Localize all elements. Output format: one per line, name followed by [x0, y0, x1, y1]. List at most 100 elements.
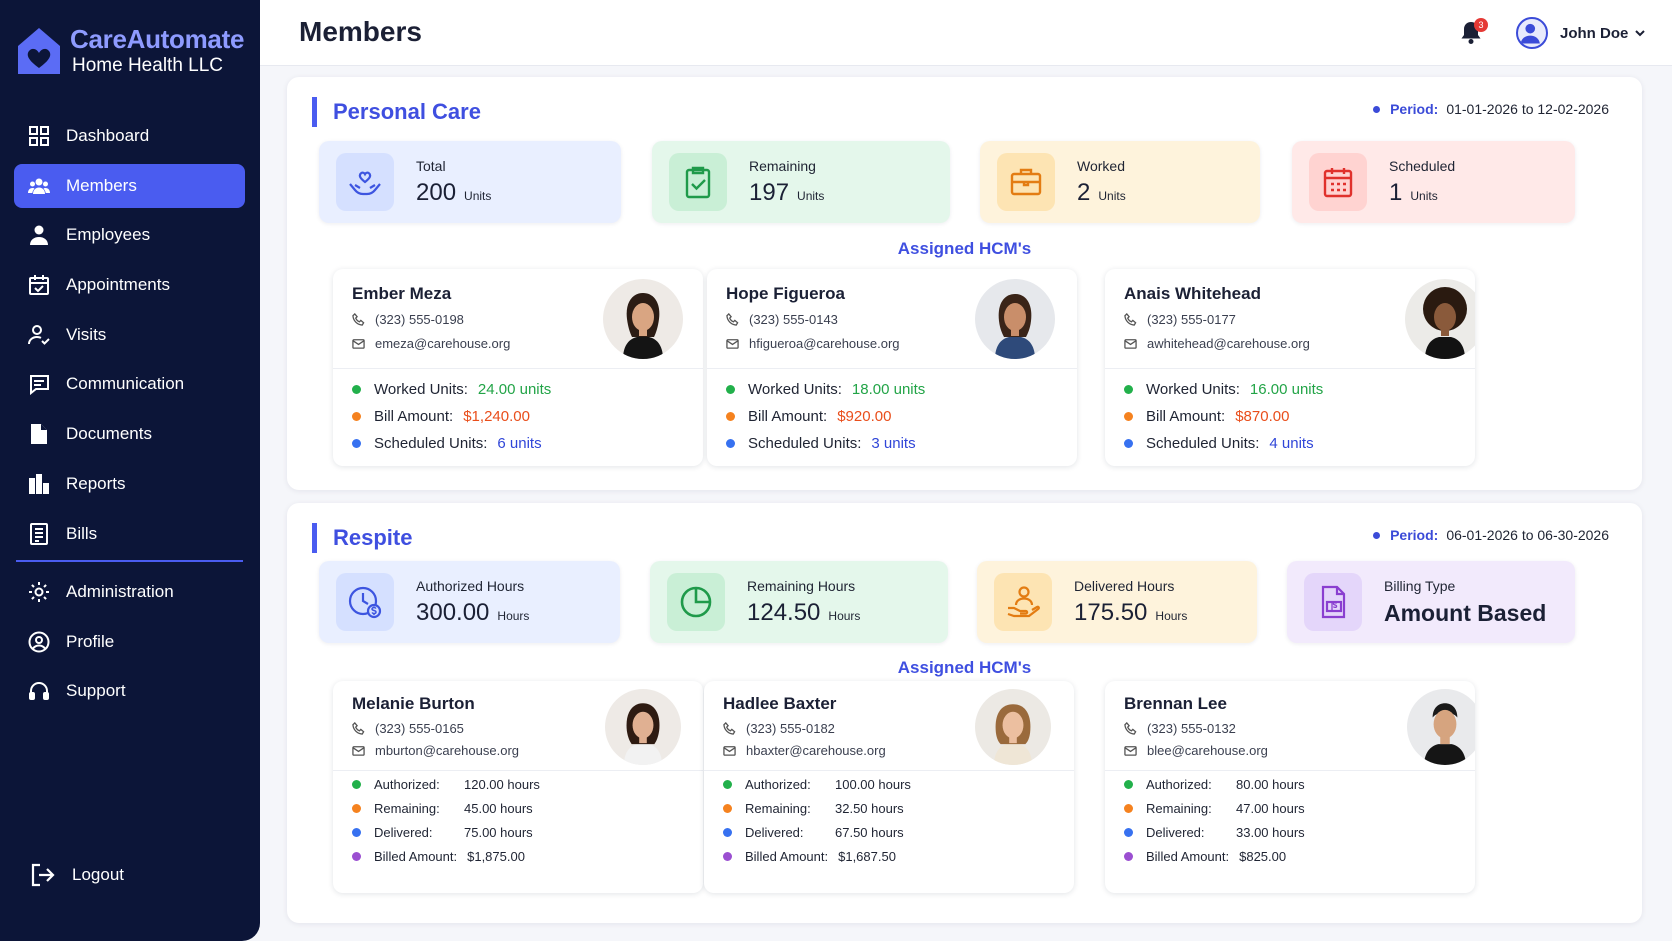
secondary-nav: Administration Profile Support [14, 570, 245, 719]
person-photo-icon [605, 689, 681, 765]
stat-label: Total [416, 158, 446, 174]
brand[interactable]: CareAutomate Home Health LLC [14, 24, 244, 78]
status-dot [1124, 804, 1133, 813]
assigned-hcm-heading: Assigned HCM's [897, 239, 1032, 258]
calendar-icon [1323, 168, 1353, 198]
brand-subtitle: Home Health LLC [72, 55, 224, 76]
worked-units: 18.00 units [851, 381, 926, 398]
hcm-card[interactable]: Hadlee Baxter (323) 555-0182 hbaxter@car… [704, 681, 1074, 893]
nav-support[interactable]: Support [14, 669, 245, 713]
status-dot [726, 439, 735, 448]
status-dot [723, 828, 732, 837]
stat-unit: Units [1410, 189, 1438, 203]
stat-label: Authorized Hours [416, 578, 525, 594]
document-icon [31, 424, 47, 445]
invoice-icon [1321, 585, 1346, 619]
hcm-card[interactable]: Anais Whitehead (323) 555-0177 awhitehea… [1105, 269, 1475, 466]
hcm-phone: (323) 555-0132 [1124, 721, 1236, 736]
hcm-photo [1405, 279, 1475, 359]
hcm-photo [1407, 689, 1475, 765]
logout-button[interactable]: Logout [30, 862, 124, 888]
heart-hands-icon [349, 171, 381, 196]
nav-bills[interactable]: Bills [14, 512, 245, 556]
mail-icon [1124, 746, 1137, 756]
nav-dashboard[interactable]: Dashboard [14, 114, 245, 158]
stat-icon [336, 153, 394, 211]
hcm-email: mburton@carehouse.org [352, 743, 519, 758]
nav-appointments[interactable]: Appointments [14, 263, 245, 307]
delivered-hours: 67.50 hours [835, 825, 904, 840]
phone-icon [1124, 722, 1137, 735]
hcm-email: blee@carehouse.org [1124, 743, 1268, 758]
grid-icon [29, 126, 49, 146]
hcm-card[interactable]: Melanie Burton (323) 555-0165 mburton@ca… [333, 681, 703, 893]
assigned-hcm-heading: Assigned HCM's [897, 658, 1032, 677]
nav-documents[interactable]: Documents [14, 412, 245, 456]
nav-label: Support [66, 681, 126, 701]
nav-profile[interactable]: Profile [14, 620, 245, 664]
status-dot [723, 852, 732, 861]
nav-reports[interactable]: Reports [14, 462, 245, 506]
nav-administration[interactable]: Administration [14, 570, 245, 614]
users-icon [28, 178, 50, 194]
mail-icon [352, 339, 365, 349]
nav-label: Appointments [66, 275, 170, 295]
nav-divider [16, 560, 243, 562]
chevron-down-icon [1635, 30, 1646, 37]
person-photo-icon [603, 279, 683, 359]
stat-unit: Units [1098, 189, 1126, 203]
home-heart-logo-icon [18, 28, 60, 74]
status-dot [1124, 780, 1133, 789]
billed-amount: $1,875.00 [467, 849, 525, 864]
profile-icon [28, 631, 50, 653]
scheduled-units: 3 units [871, 435, 916, 452]
period: Period: 01-01-2026 to 12-02-2026 [1373, 101, 1609, 117]
nav-label: Reports [66, 473, 126, 493]
phone-icon [1124, 313, 1137, 326]
nav-label: Administration [66, 582, 174, 601]
person-photo-icon [975, 279, 1055, 359]
clock-dollar-icon [348, 586, 382, 619]
main-nav: Dashboard Members Employees Appointments… [14, 114, 245, 561]
status-dot [352, 828, 361, 837]
stat-label: Billing Type [1384, 578, 1456, 594]
hcm-stats: Worked Units: 16.00 units Bill Amount: $87… [1124, 381, 1323, 452]
hcm-name: Melanie Burton [352, 694, 475, 713]
hcm-email: awhitehead@carehouse.org [1124, 336, 1310, 351]
period-label: Period: [1390, 101, 1439, 117]
stat-delivered-hours: Delivered Hours 175.50 Hours [977, 561, 1257, 643]
stat-label: Scheduled [1389, 158, 1456, 174]
nav-visits[interactable]: Visits [14, 313, 245, 357]
status-dot [1124, 852, 1133, 861]
stat-icon [997, 153, 1055, 211]
status-dot [352, 439, 361, 448]
stat-authorized-hours: Authorized Hours 300.00 Hours [319, 561, 620, 643]
hcm-phone: (323) 555-0177 [1124, 312, 1236, 327]
status-dot [352, 385, 361, 394]
nav-members[interactable]: Members [14, 163, 245, 208]
hcm-stats: Worked Units: 18.00 units Bill Amount: $92… [726, 381, 925, 452]
hcm-card[interactable]: Hope Figueroa (323) 555-0143 hfigueroa@c… [707, 269, 1077, 466]
user-menu[interactable]: John Doe [1516, 17, 1646, 49]
stat-icon [667, 573, 725, 631]
user-check-icon [28, 324, 50, 345]
hcm-card[interactable]: Brennan Lee (323) 555-0132 blee@carehous… [1105, 681, 1475, 893]
stat-unit: Units [464, 189, 492, 203]
authorized-hours: 100.00 hours [835, 777, 911, 792]
nav-communication[interactable]: Communication [14, 362, 245, 406]
mail-icon [723, 746, 736, 756]
hcm-stats: Authorized: 100.00 hours Remaining: 32.50 … [723, 777, 911, 864]
status-dot [352, 804, 361, 813]
nav-label: Bills [66, 523, 98, 543]
hcm-card[interactable]: Ember Meza (323) 555-0198 emeza@carehous… [333, 269, 703, 466]
delivered-hours: 33.00 hours [1236, 825, 1305, 840]
headset-icon [29, 682, 49, 701]
calendar-check-icon [29, 275, 49, 296]
nav-label: Communication [66, 374, 185, 394]
period-value: 06-01-2026 to 06-30-2026 [1446, 527, 1609, 543]
status-dot [352, 852, 361, 861]
stat-label: Remaining [749, 158, 816, 174]
nav-employees[interactable]: Employees [14, 213, 245, 257]
bill-amount: $870.00 [1235, 408, 1290, 425]
hcm-photo [975, 689, 1051, 765]
